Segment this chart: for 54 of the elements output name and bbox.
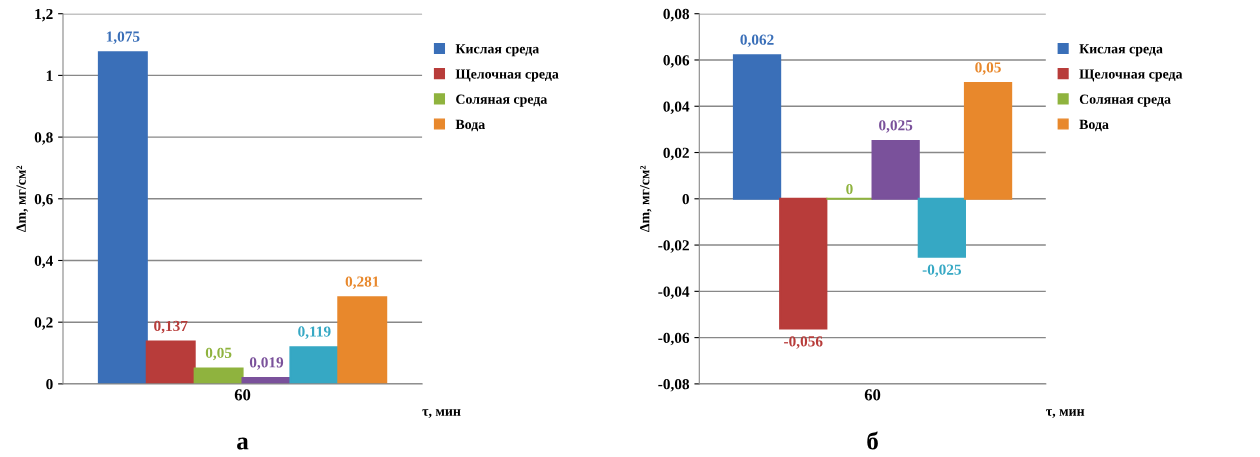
bar — [97, 51, 148, 384]
text: а — [237, 437, 249, 450]
data-label: 0,025 — [879, 120, 913, 133]
y-tick-label: 0 — [46, 379, 53, 390]
bar — [337, 296, 388, 384]
y-tick-label: 0,08 — [663, 8, 690, 22]
data-label: 0,05 — [205, 347, 232, 361]
data-label: 0,062 — [740, 34, 774, 48]
bar — [289, 346, 340, 384]
data-label: -0,025 — [922, 264, 962, 277]
bar — [963, 82, 1013, 200]
legend-label: Щелочная среда — [455, 69, 559, 82]
y-tick-label: 0,6 — [34, 193, 53, 207]
bar — [917, 197, 966, 258]
legend-label: Щелочная среда — [1079, 69, 1183, 82]
data-label: 0,119 — [298, 326, 331, 339]
bar — [779, 197, 828, 330]
bar — [732, 54, 782, 200]
y-tick-label: 1,2 — [35, 8, 53, 22]
x-tick-label: 60 — [864, 389, 881, 401]
y-axis-title: Δm, мг/см² — [640, 165, 652, 232]
x-tick-label: 60 — [234, 389, 251, 401]
y-axis-title: Δm, мг/см² — [16, 165, 28, 232]
text: б — [867, 431, 878, 450]
y-tick-label: -0,02 — [658, 240, 689, 253]
y-tick-label: 0,8 — [34, 132, 53, 145]
y-tick-label: 0,4 — [34, 255, 53, 269]
data-label: 0,137 — [154, 320, 188, 334]
data-label: 0,05 — [975, 62, 1001, 75]
data-label: 0,019 — [249, 357, 284, 370]
bar — [871, 139, 920, 200]
y-tick-label: 0,06 — [663, 55, 690, 68]
y-tick-label: 0,02 — [663, 147, 689, 161]
data-label: -0,056 — [784, 336, 823, 349]
data-label: 1,075 — [106, 31, 140, 44]
legend-label: Соляная среда — [1079, 94, 1171, 107]
x-axis-title: τ, мин — [1046, 409, 1085, 418]
y-tick-label: 1 — [46, 70, 53, 81]
y-tick-label: 0,2 — [34, 317, 53, 330]
data-label: 0,281 — [345, 276, 379, 289]
x-axis-title: τ, мин — [422, 409, 461, 418]
bar — [193, 367, 244, 384]
y-tick-label: -0,08 — [658, 379, 690, 392]
legend-label: Кислая среда — [455, 44, 540, 57]
bar — [145, 340, 196, 384]
data-label: 0 — [846, 183, 853, 195]
legend-label: Вода — [455, 119, 485, 132]
legend-label: Соляная среда — [456, 94, 548, 107]
y-tick-label: -0,04 — [658, 286, 690, 299]
y-tick-label: -0,06 — [658, 332, 690, 346]
legend-label: Кислая среда — [1079, 44, 1163, 57]
legend-label: Вода — [1079, 119, 1109, 132]
y-tick-label: 0,04 — [663, 101, 690, 114]
y-tick-label: 0 — [682, 193, 689, 205]
